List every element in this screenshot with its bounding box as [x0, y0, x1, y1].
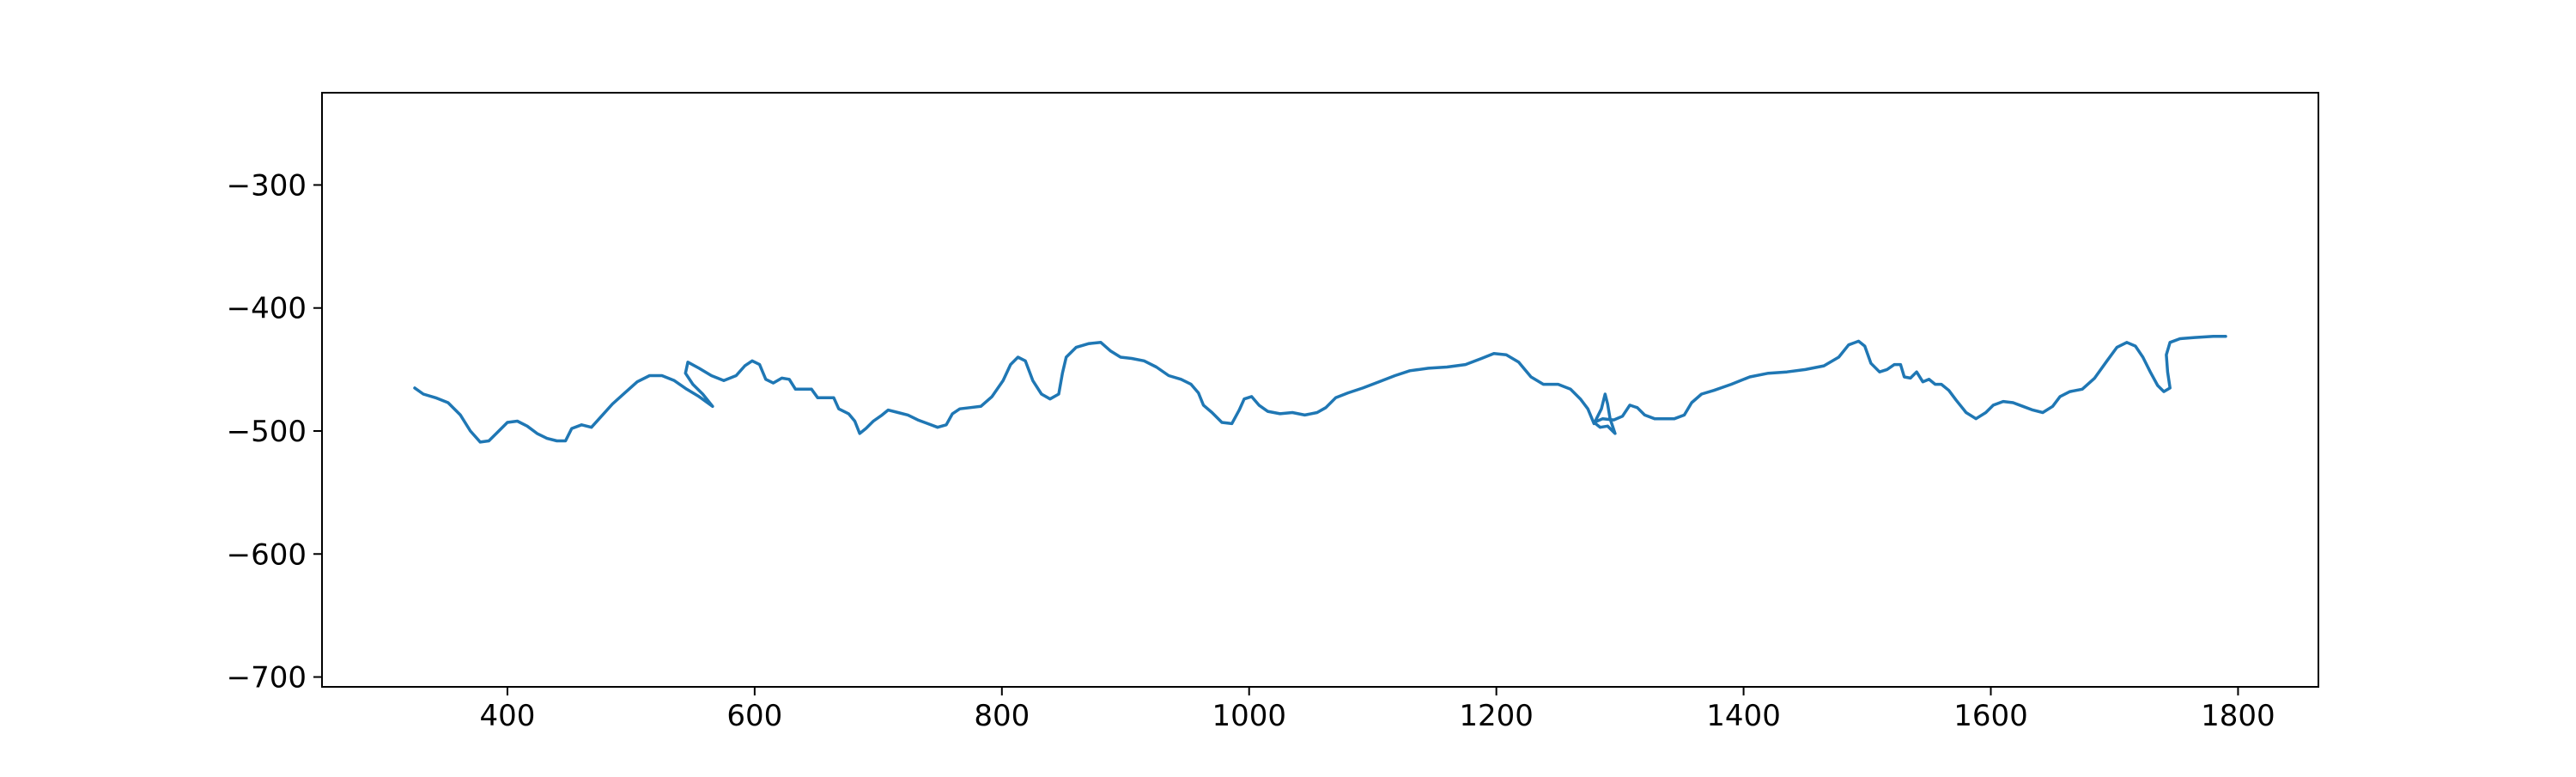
x-axis: 400 600 800 1000 1200 1400 1600 1800 — [479, 687, 2275, 733]
y-axis: −300 −400 −500 −600 −700 — [227, 168, 322, 695]
x-tick-label: 1000 — [1212, 699, 1286, 733]
x-tick-label: 1200 — [1459, 699, 1534, 733]
x-tick-label: 400 — [479, 699, 535, 733]
y-tick-label: −600 — [227, 537, 307, 572]
series-line — [413, 334, 2227, 444]
x-tick-label: 800 — [974, 699, 1030, 733]
y-tick-label: −400 — [227, 292, 307, 326]
plot-area — [322, 93, 2318, 687]
y-tick-label: −300 — [227, 168, 307, 203]
series-layer — [413, 334, 2227, 444]
x-tick-label: 1800 — [2201, 699, 2275, 733]
x-tick-label: 1600 — [1953, 699, 2028, 733]
plot-frame — [321, 92, 2319, 688]
x-tick-label: 600 — [726, 699, 782, 733]
x-tick-label: 1400 — [1706, 699, 1781, 733]
y-tick-label: −500 — [227, 415, 307, 449]
y-tick-label: −700 — [227, 661, 307, 695]
